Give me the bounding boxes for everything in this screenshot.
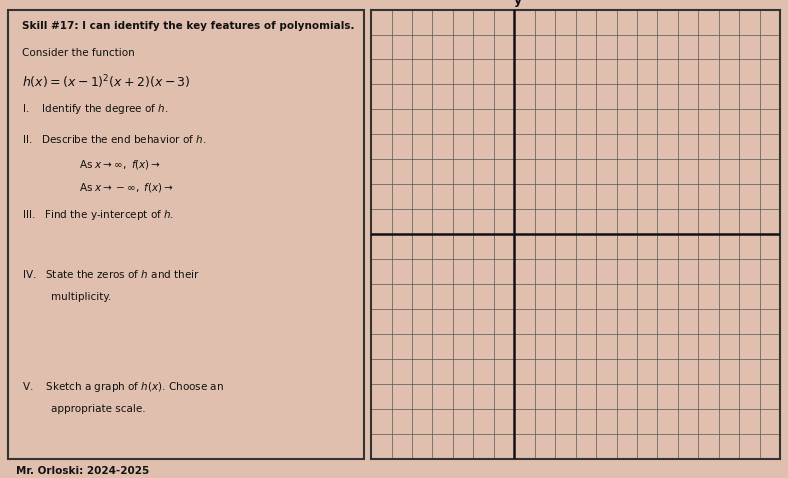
Text: Consider the function: Consider the function bbox=[22, 48, 135, 58]
FancyBboxPatch shape bbox=[8, 10, 363, 459]
Text: appropriate scale.: appropriate scale. bbox=[50, 404, 145, 414]
Text: Skill #17: I can identify the key features of polynomials.: Skill #17: I can identify the key featur… bbox=[22, 21, 355, 31]
Text: I.    Identify the degree of $h.$: I. Identify the degree of $h.$ bbox=[22, 102, 169, 116]
Text: y: y bbox=[514, 0, 522, 7]
Text: As $x \rightarrow -\infty,\ f(x) \rightarrow$: As $x \rightarrow -\infty,\ f(x) \righta… bbox=[79, 181, 174, 194]
Text: Mr. Orloski: 2024-2025: Mr. Orloski: 2024-2025 bbox=[16, 466, 149, 476]
Text: $h(x) = (x-1)^2(x+2)(x-3)$: $h(x) = (x-1)^2(x+2)(x-3)$ bbox=[22, 73, 191, 91]
Text: V.    Sketch a graph of $h(x)$. Choose an: V. Sketch a graph of $h(x)$. Choose an bbox=[22, 380, 224, 394]
Text: IV.   State the zeros of $h$ and their: IV. State the zeros of $h$ and their bbox=[22, 268, 200, 280]
Text: multiplicity.: multiplicity. bbox=[50, 292, 111, 302]
Text: As $x \rightarrow \infty,\ f(x) \rightarrow$: As $x \rightarrow \infty,\ f(x) \rightar… bbox=[79, 158, 161, 171]
Text: II.   Describe the end behavior of $h.$: II. Describe the end behavior of $h.$ bbox=[22, 133, 206, 145]
Text: III.   Find the y-intercept of $h.$: III. Find the y-intercept of $h.$ bbox=[22, 208, 174, 222]
